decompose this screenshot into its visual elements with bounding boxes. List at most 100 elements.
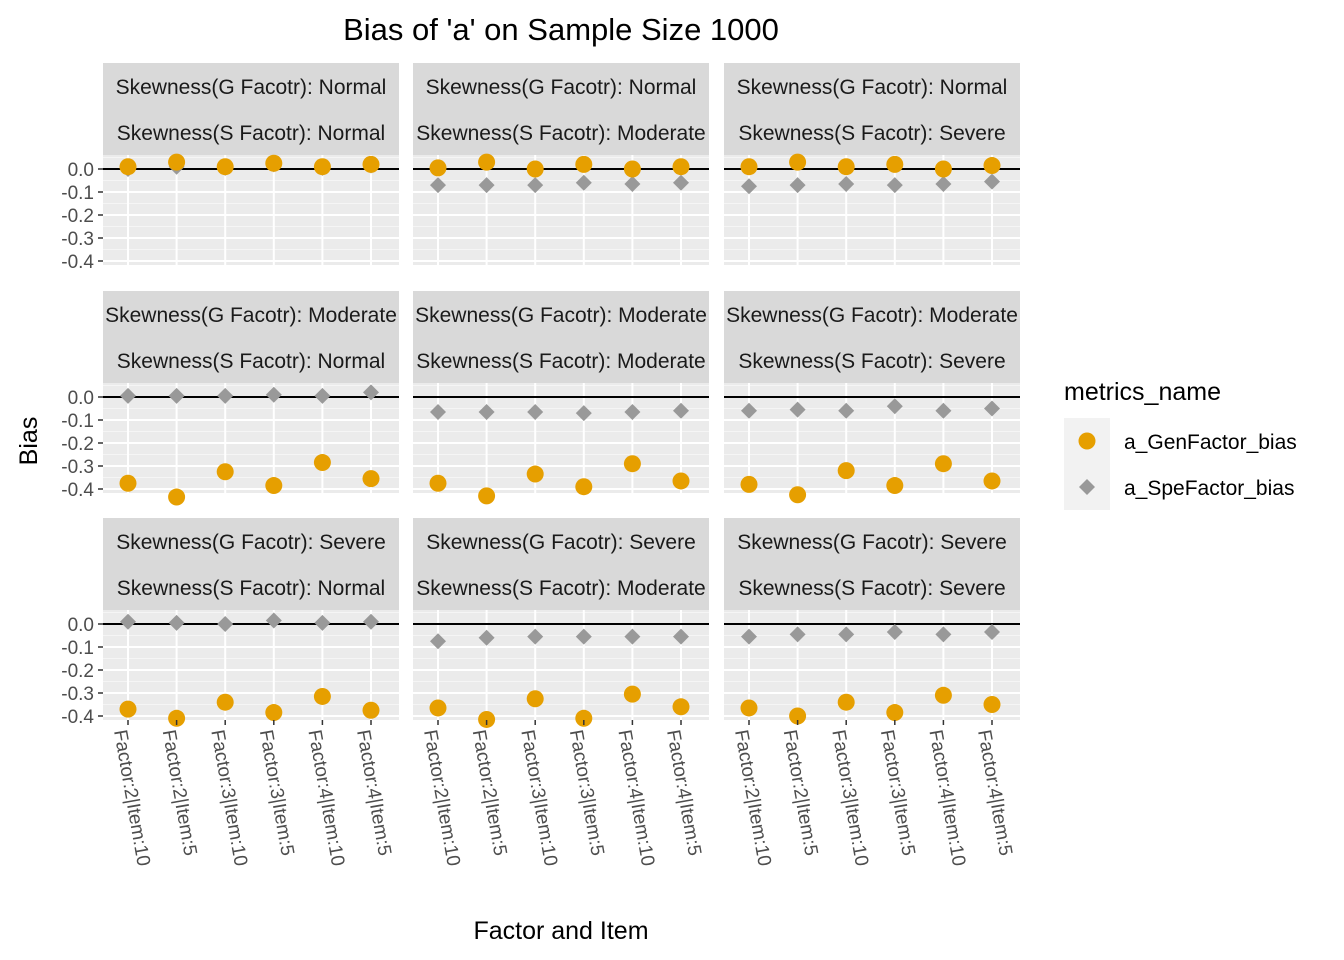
legend-title: metrics_name (1064, 378, 1221, 406)
facet-strip-label-s: Skewness(S Facotr): Normal (117, 350, 385, 373)
y-tick-label: -0.1 (61, 411, 94, 432)
panel-background (724, 155, 1020, 265)
point-spe-factor-bias (741, 178, 757, 195)
point-spe-factor-bias (363, 613, 379, 630)
y-tick-label: -0.4 (61, 480, 94, 501)
point-gen-factor-bias (623, 455, 641, 473)
point-spe-factor-bias (624, 628, 641, 645)
facet-panels: Skewness(G Facotr): Normal Skewness(S Fac… (61, 63, 1020, 728)
point-spe-factor-bias (217, 387, 234, 404)
point-gen-factor-bias (789, 153, 807, 171)
point-spe-factor-bias (363, 384, 379, 401)
point-gen-factor-bias (478, 710, 496, 728)
y-tick-label: -0.3 (61, 457, 94, 478)
point-gen-factor-bias (934, 686, 952, 704)
point-gen-factor-bias (216, 158, 234, 176)
point-spe-factor-bias (430, 633, 446, 650)
facet-panel: Skewness(G Facotr): Severe Skewness(S Fac… (724, 518, 1020, 725)
point-gen-factor-bias (789, 486, 807, 504)
facet-strip-label-g: Skewness(G Facotr): Severe (426, 531, 696, 554)
point-gen-factor-bias (168, 153, 186, 171)
point-gen-factor-bias (740, 699, 758, 717)
point-gen-factor-bias (168, 709, 186, 727)
facet-strip (413, 518, 709, 610)
facet-strip-label-g: Skewness(G Facotr): Severe (116, 531, 386, 554)
y-tick-label: -0.2 (61, 206, 94, 227)
point-spe-factor-bias (935, 175, 952, 192)
point-gen-factor-bias (429, 699, 447, 717)
point-gen-factor-bias (672, 472, 690, 490)
point-gen-factor-bias (265, 477, 283, 495)
point-gen-factor-bias (362, 155, 380, 173)
point-spe-factor-bias (984, 173, 1000, 190)
point-gen-factor-bias (886, 704, 904, 722)
point-spe-factor-bias (886, 624, 903, 641)
facet-panel: Skewness(G Facotr): Severe Skewness(S Fac… (413, 518, 709, 728)
point-gen-factor-bias (983, 696, 1001, 713)
point-gen-factor-bias (168, 488, 186, 506)
y-tick-label: -0.4 (61, 707, 94, 728)
point-spe-factor-bias (673, 174, 689, 191)
point-gen-factor-bias (313, 687, 331, 705)
point-gen-factor-bias (526, 465, 544, 483)
point-gen-factor-bias (837, 158, 855, 176)
point-gen-factor-bias (119, 158, 137, 176)
point-spe-factor-bias (838, 175, 855, 192)
y-tick-label: -0.2 (61, 661, 94, 682)
facet-strip-label-s: Skewness(S Facotr): Moderate (416, 350, 705, 373)
facet-panel: Skewness(G Facotr): Moderate Skewness(S F… (413, 291, 709, 505)
panel-background (724, 610, 1020, 720)
point-spe-factor-bias (478, 177, 495, 194)
y-tick-label: 0.0 (68, 388, 94, 409)
point-spe-factor-bias (886, 177, 903, 194)
facet-strip (413, 291, 709, 383)
point-gen-factor-bias (983, 472, 1001, 490)
facet-strip-label-g: Skewness(G Facotr): Moderate (105, 304, 397, 327)
point-gen-factor-bias (672, 158, 690, 176)
facet-strip-label-s: Skewness(S Facotr): Normal (117, 122, 385, 145)
point-spe-factor-bias (265, 612, 282, 629)
facet-strip-label-g: Skewness(G Facotr): Severe (737, 531, 1007, 554)
point-gen-factor-bias (575, 155, 593, 173)
legend: metrics_name a_GenFactor_bias a_SpeFactor… (1064, 378, 1297, 510)
point-gen-factor-bias (362, 470, 380, 488)
point-spe-factor-bias (984, 400, 1000, 417)
point-gen-factor-bias (265, 704, 283, 722)
point-spe-factor-bias (314, 614, 331, 631)
point-gen-factor-bias (313, 454, 331, 472)
point-gen-factor-bias (886, 155, 904, 173)
point-gen-factor-bias (119, 700, 137, 718)
point-spe-factor-bias (430, 177, 446, 194)
facet-strip-label-g: Skewness(G Facotr): Moderate (415, 304, 707, 327)
y-axis-title: Bias (15, 417, 43, 466)
facet-panel: Skewness(G Facotr): Normal Skewness(S Fac… (724, 63, 1020, 265)
point-spe-factor-bias (575, 174, 592, 191)
point-gen-factor-bias (478, 153, 496, 171)
point-spe-factor-bias (314, 387, 331, 404)
point-spe-factor-bias (789, 626, 806, 643)
point-gen-factor-bias (837, 693, 855, 711)
y-tick-label: -0.1 (61, 638, 94, 659)
point-gen-factor-bias (623, 685, 641, 703)
point-spe-factor-bias (789, 401, 806, 418)
facet-panel: Skewness(G Facotr): Normal Skewness(S Fac… (61, 63, 399, 273)
point-spe-factor-bias (838, 402, 855, 419)
point-spe-factor-bias (935, 626, 952, 643)
panel-background (103, 383, 399, 493)
facet-strip-label-s: Skewness(S Facotr): Normal (117, 577, 385, 600)
point-gen-factor-bias (837, 462, 855, 480)
point-spe-factor-bias (575, 405, 592, 422)
point-spe-factor-bias (741, 402, 757, 419)
facet-strip-label-s: Skewness(S Facotr): Severe (738, 350, 1005, 373)
point-spe-factor-bias (673, 628, 689, 645)
facet-strip (724, 63, 1020, 155)
panel-background (103, 155, 399, 265)
facet-strip-label-s: Skewness(S Facotr): Severe (738, 577, 1005, 600)
point-spe-factor-bias (935, 402, 952, 419)
x-axis-title: Factor and Item (473, 917, 648, 945)
facet-panel: Skewness(G Facotr): Moderate Skewness(S F… (724, 291, 1020, 504)
point-spe-factor-bias (168, 614, 185, 631)
facet-strip (724, 518, 1020, 610)
point-gen-factor-bias (526, 690, 544, 708)
